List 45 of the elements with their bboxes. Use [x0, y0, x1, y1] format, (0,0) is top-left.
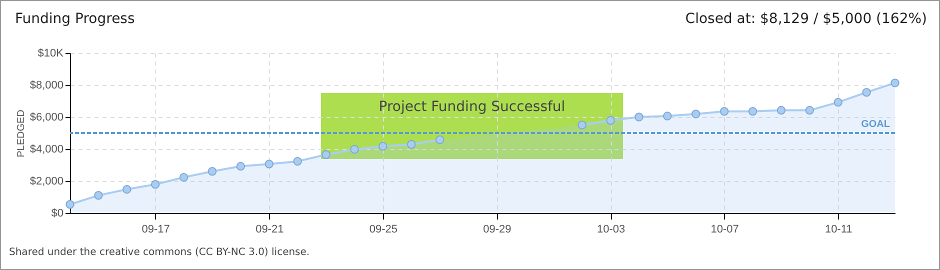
chart-title: Funding Progress	[15, 11, 135, 27]
point	[720, 107, 729, 116]
point	[634, 112, 644, 122]
point	[378, 142, 388, 151]
point	[691, 110, 700, 118]
point	[606, 116, 615, 125]
point	[748, 107, 758, 116]
y-tick-label: $4,000	[30, 144, 64, 156]
point	[435, 135, 444, 144]
point	[66, 200, 74, 209]
y-axis-title: PLEDGED	[16, 110, 27, 158]
point	[663, 112, 672, 120]
ref-line-label: GOAL	[861, 119, 890, 130]
y-tick-label: $10K	[38, 48, 64, 60]
x-tick-label: 10-07	[710, 224, 739, 236]
x-tick-label: 09-29	[483, 224, 512, 236]
point	[578, 120, 586, 130]
y-tick-label: $8,000	[30, 80, 64, 92]
x-tick-label: 09-17	[142, 224, 170, 236]
x-tick-label: 10-11	[824, 224, 852, 236]
point	[890, 78, 900, 88]
annotation: Project Funding Successful	[378, 99, 566, 115]
point	[322, 150, 330, 159]
point	[776, 106, 786, 115]
point	[862, 88, 871, 97]
point	[208, 167, 217, 176]
y-tick-label: $2,000	[30, 176, 64, 188]
text: Shared under the creative commons (CC BY-NC 3.0) license.	[9, 247, 310, 258]
point	[150, 180, 160, 189]
x-tick-label: 10-03	[596, 224, 626, 236]
point	[407, 140, 416, 149]
point	[94, 191, 103, 200]
chart-subtitle: Closed at: $8,129 / $5,000 (162%)	[685, 11, 927, 27]
point	[350, 144, 359, 154]
point	[293, 156, 302, 166]
point	[264, 160, 274, 168]
point	[236, 162, 246, 171]
point	[805, 106, 814, 115]
y-tick-label: $0	[51, 208, 64, 220]
point	[122, 184, 132, 194]
x-tick-label: 09-25	[369, 224, 398, 236]
x-tick-label: 09-21	[256, 224, 284, 236]
point	[834, 98, 842, 107]
y-tick-label: $6,000	[30, 112, 64, 124]
point	[179, 172, 188, 182]
